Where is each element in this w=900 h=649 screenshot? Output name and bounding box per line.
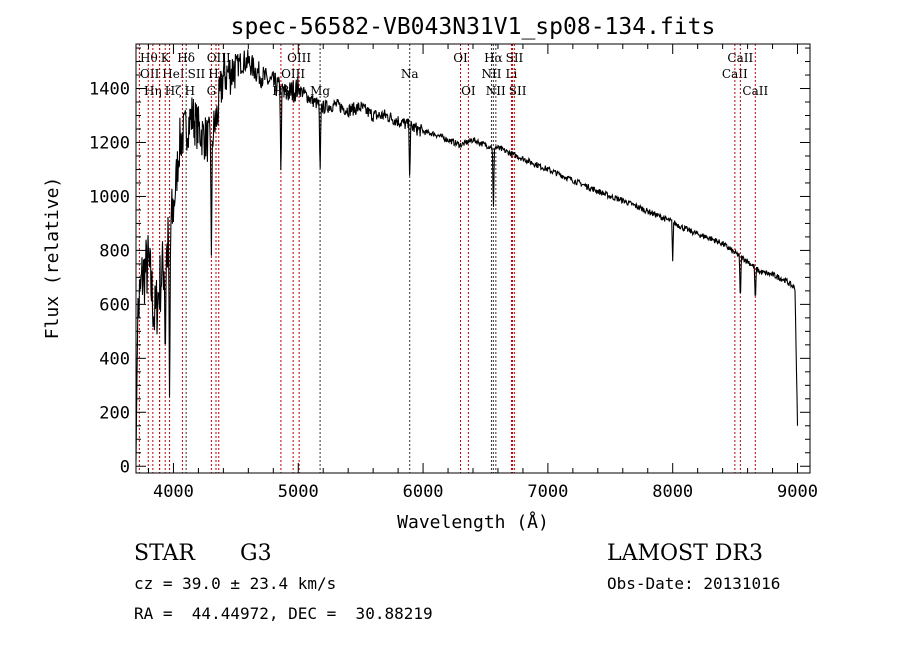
object-class: STAR: [134, 541, 196, 566]
y-tick-label: 600: [99, 295, 130, 315]
line-marker-label: CaII: [727, 51, 753, 65]
y-axis-label: Flux (relative): [42, 177, 63, 340]
x-tick-label: 7000: [527, 482, 568, 502]
line-marker-label: OIII: [207, 51, 231, 65]
plot-frame: [135, 43, 811, 474]
obs-date: Obs-Date: 20131016: [607, 574, 780, 593]
line-marker-label: SII: [188, 67, 206, 81]
y-tick-label: 0: [120, 457, 130, 477]
line-marker-label: Hδ: [177, 51, 195, 65]
line-marker-label: Li: [506, 67, 518, 81]
line-marker-label: G: [207, 84, 217, 98]
y-tick-label: 200: [99, 403, 130, 423]
y-tick-label: 1400: [89, 80, 130, 100]
line-marker-label: SII: [509, 84, 527, 98]
line-marker-label: OI: [453, 51, 468, 65]
redshift-info: cz = 39.0 ± 23.4 km/s: [134, 574, 336, 593]
line-marker-label: K: [161, 51, 171, 65]
line-marker-label: Hη: [144, 84, 162, 98]
line-marker-label: NII: [486, 84, 506, 98]
line-marker-label: CaII: [742, 84, 768, 98]
y-tick-label: 800: [99, 241, 130, 261]
line-marker-label: OIII: [287, 51, 311, 65]
line-marker-label: Hζ: [165, 84, 182, 98]
x-axis-label: Wavelength (Å): [397, 511, 549, 533]
flux-line: [135, 49, 799, 461]
line-marker-label: Na: [401, 67, 419, 81]
line-marker-label: Hθ: [140, 51, 158, 65]
y-tick-label: 400: [99, 349, 130, 369]
y-tick-label: 1200: [89, 133, 130, 153]
x-tick-label: 4000: [153, 482, 194, 502]
x-tick-label: 9000: [777, 482, 818, 502]
x-tick-label: 6000: [403, 482, 444, 502]
spectrum-series: [135, 49, 799, 461]
x-tick-label: 8000: [652, 482, 693, 502]
line-marker-label: NII: [482, 67, 502, 81]
line-marker-label: OII: [140, 67, 160, 81]
line-marker-label: Hα: [484, 51, 503, 65]
axes: 4000 5000 6000 7000 8000 9000 0 200 400 600 800 100…: [89, 44, 818, 502]
coordinates: RA = 44.44972, DEC = 30.88219: [134, 604, 433, 623]
line-marker-label: Mg: [310, 84, 330, 98]
chart-title: spec-56582-VB043N31V1_sp08-134.fits: [231, 14, 716, 40]
line-marker-label: H: [185, 84, 195, 98]
y-tick-label: 1000: [89, 187, 130, 207]
x-tick-label: 5000: [278, 482, 319, 502]
survey-name: LAMOST DR3: [607, 541, 763, 566]
line-marker-label: OI: [461, 84, 476, 98]
line-marker-label: OIII: [281, 67, 305, 81]
line-marker-label: HeI: [162, 67, 185, 81]
line-marker-label: CaII: [722, 67, 748, 81]
object-subclass: G3: [240, 541, 272, 566]
